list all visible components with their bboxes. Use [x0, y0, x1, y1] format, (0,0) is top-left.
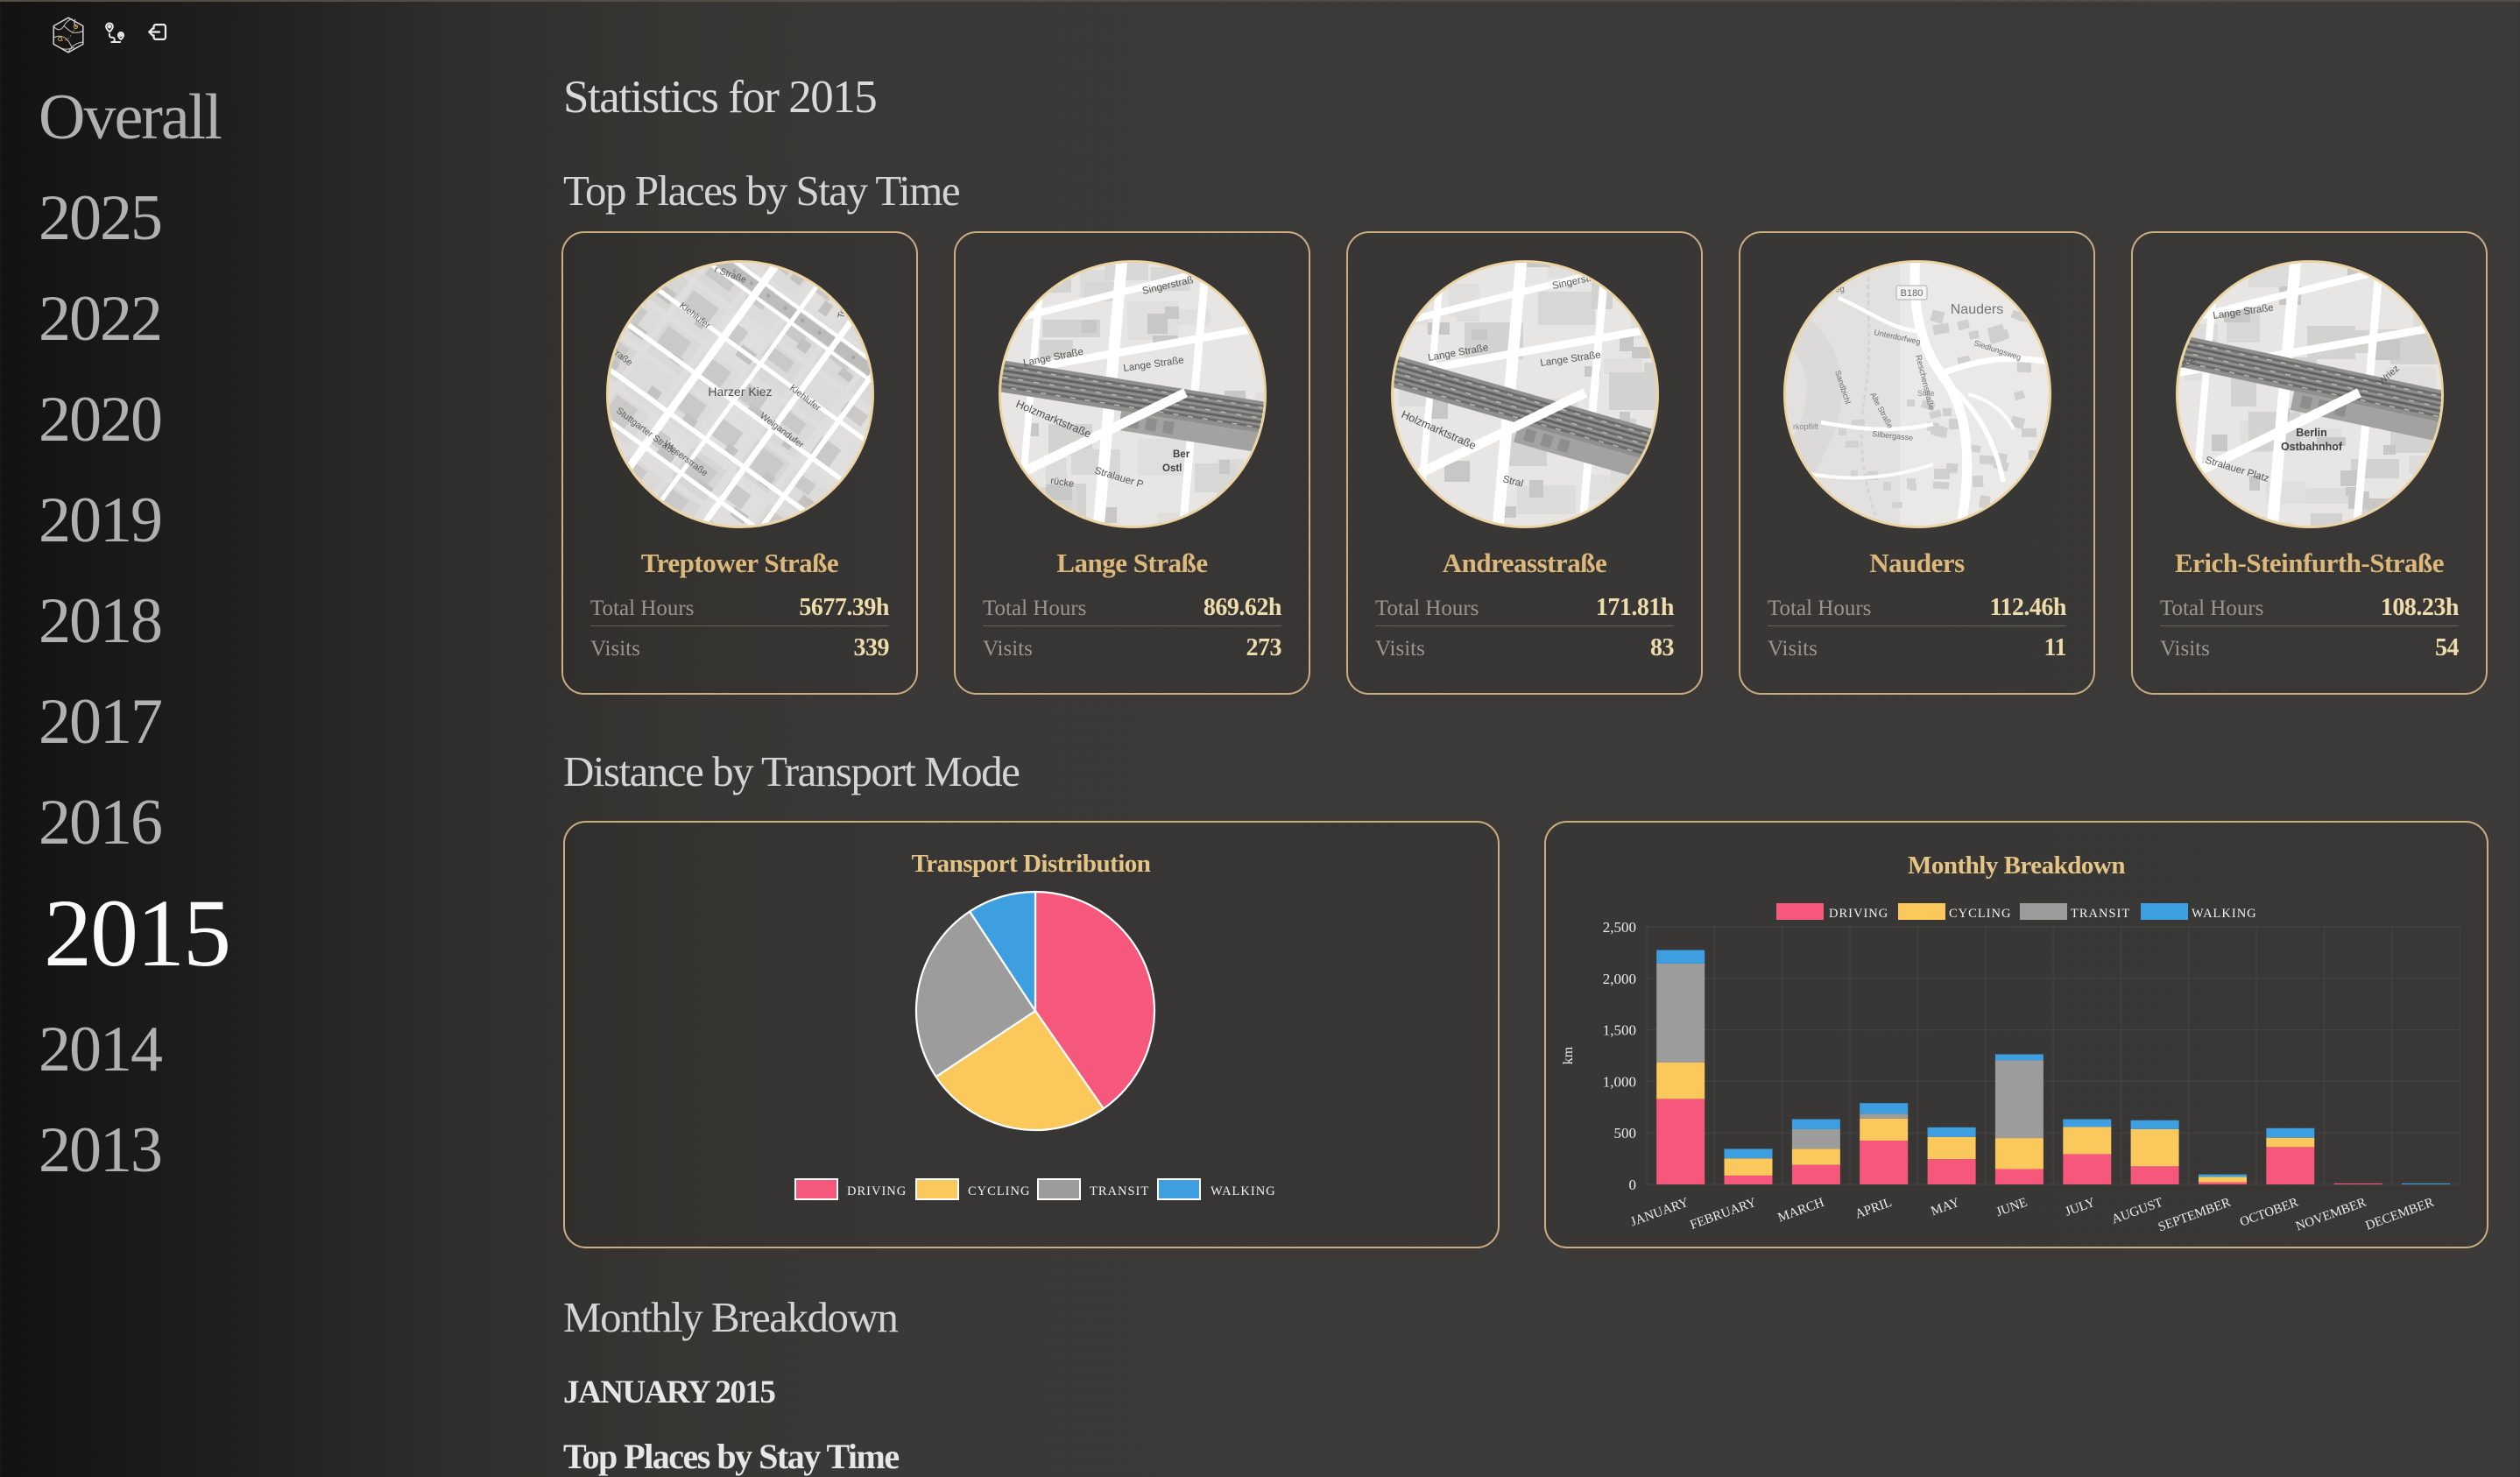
- svg-text:Ber: Ber: [1173, 449, 1190, 460]
- svg-text:JANUARY: JANUARY: [1629, 1196, 1691, 1230]
- svg-text:Stille: Stille: [1917, 389, 1935, 398]
- svg-text:B180: B180: [1900, 288, 1923, 299]
- svg-text:WALKING: WALKING: [2192, 907, 2257, 921]
- svg-text:OCTOBER: OCTOBER: [2238, 1196, 2300, 1230]
- svg-text:CYCLING: CYCLING: [968, 1184, 1030, 1198]
- svg-text:500: 500: [1614, 1125, 1637, 1141]
- svg-text:km: km: [1561, 1046, 1576, 1064]
- svg-text:Monthly Breakdown: Monthly Breakdown: [1908, 852, 2125, 880]
- svg-text:Nauders: Nauders: [1950, 302, 2002, 317]
- svg-text:Harzer Kiez: Harzer Kiez: [708, 385, 772, 399]
- svg-text:Transport Distribution: Transport Distribution: [912, 850, 1151, 878]
- svg-text:JULY: JULY: [2064, 1196, 2098, 1219]
- svg-text:TRANSIT: TRANSIT: [2071, 907, 2130, 921]
- svg-text:rücke: rücke: [1049, 476, 1074, 490]
- svg-text:CYCLING: CYCLING: [1949, 907, 2011, 921]
- svg-text:MAY: MAY: [1929, 1196, 1961, 1219]
- svg-text:1,000: 1,000: [1603, 1073, 1636, 1090]
- svg-text:0: 0: [1629, 1177, 1637, 1193]
- svg-text:Ostbahnhof: Ostbahnhof: [2280, 441, 2342, 453]
- svg-text:DRIVING: DRIVING: [1829, 907, 1888, 921]
- svg-text:DRIVING: DRIVING: [847, 1184, 907, 1198]
- svg-text:traße: traße: [1394, 295, 1413, 320]
- svg-text:Berlin: Berlin: [2296, 427, 2326, 439]
- svg-text:Truseweg: Truseweg: [625, 263, 656, 301]
- svg-text:TRANSIT: TRANSIT: [1090, 1184, 1149, 1198]
- svg-text:Stral: Stral: [1501, 474, 1524, 489]
- svg-text:1,500: 1,500: [1603, 1022, 1636, 1039]
- svg-text:JUNE: JUNE: [1994, 1196, 2029, 1220]
- svg-text:2,000: 2,000: [1603, 971, 1636, 987]
- svg-text:Teupitzer: Teupitzer: [836, 280, 856, 320]
- svg-text:SEPTEMBER: SEPTEMBER: [2156, 1196, 2233, 1235]
- svg-text:NOVEMBER: NOVEMBER: [2294, 1196, 2368, 1234]
- svg-text:FEBRUARY: FEBRUARY: [1688, 1196, 1758, 1233]
- svg-text:APRIL: APRIL: [1853, 1196, 1894, 1222]
- svg-text:Ostl: Ostl: [1162, 463, 1182, 474]
- svg-text:MARCH: MARCH: [1776, 1196, 1826, 1226]
- svg-text:DECEMBER: DECEMBER: [2364, 1196, 2436, 1233]
- svg-text:rkopflift: rkopflift: [1793, 422, 1819, 431]
- svg-text:2,500: 2,500: [1603, 919, 1636, 936]
- svg-text:Silbergasse: Silbergasse: [1871, 429, 1913, 442]
- svg-text:WALKING: WALKING: [1211, 1184, 1276, 1198]
- svg-text:aße: aße: [2178, 355, 2198, 371]
